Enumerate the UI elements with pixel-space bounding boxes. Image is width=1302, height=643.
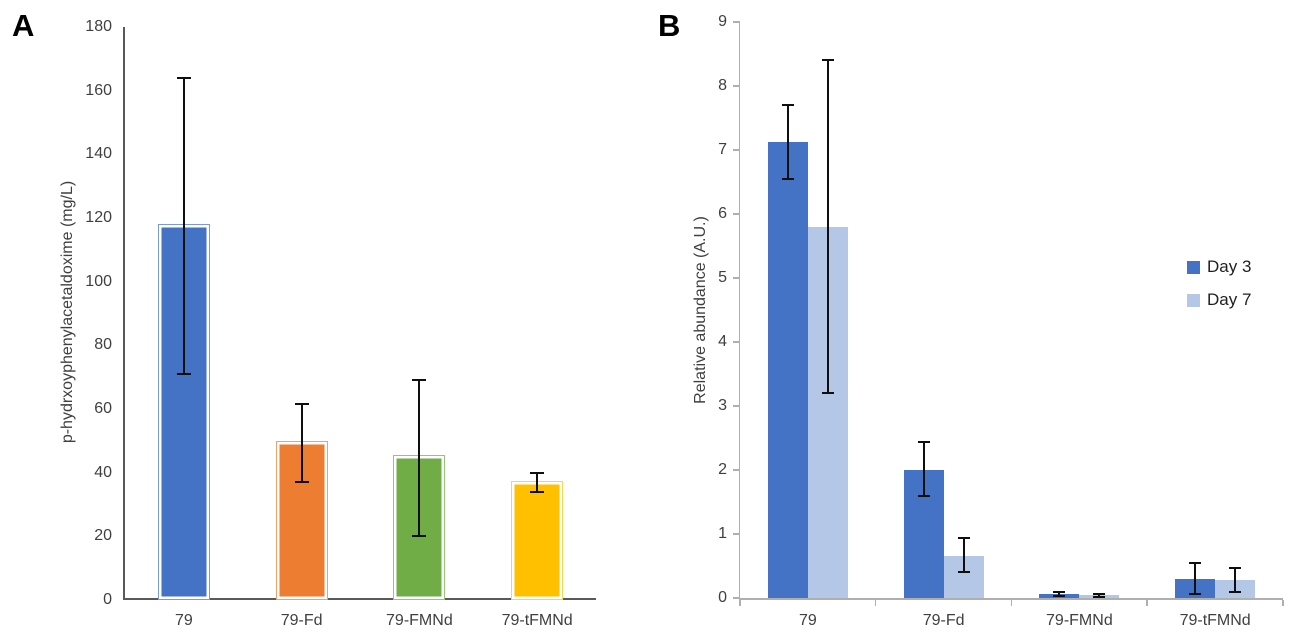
- panel-a-error-bar-79-FMNd-cap-top: [412, 379, 427, 382]
- panel-b-x-cat-label: 79-tFMNd: [1179, 612, 1251, 629]
- panel-b-y-tick-mark: [733, 405, 740, 407]
- panel-a-error-bar-79-Fd-cap-top: [294, 403, 309, 406]
- panel-b-y-axis-title: Relative abundance (A.U.): [692, 216, 709, 404]
- panel-a-y-axis: [123, 27, 125, 600]
- panel-a-letter: A: [12, 8, 35, 43]
- panel-b-y-tick-label: 7: [718, 141, 727, 158]
- bar-day3-79: [767, 142, 808, 598]
- panel-b-error-bar-day7-79-tFMNd-cap-bottom: [1229, 590, 1242, 593]
- panel-a-y-tick-label: 180: [85, 18, 112, 35]
- panel-b-y-tick-label: 9: [718, 13, 727, 30]
- panel-a-error-bar-79-tFMNd-cap-top: [530, 471, 545, 474]
- panel-b-x-cat-label: 79-Fd: [922, 612, 965, 629]
- panel-b-error-bar-day3-79-Fd-line: [922, 442, 925, 496]
- panel-b-error-bar-day3-79-Fd-cap-bottom: [917, 494, 930, 497]
- panel-b-y-tick-label: 5: [718, 269, 727, 286]
- panel-b-y-tick-label: 4: [718, 333, 727, 350]
- panel-b-x-axis: [738, 598, 1283, 600]
- panel-b-error-bar-day3-79-cap-bottom: [781, 177, 794, 180]
- panel-b-x-tick-mark: [1010, 599, 1012, 606]
- panel-a-y-tick-label: 160: [85, 81, 112, 99]
- panel-a-error-bar-79-cap-top: [176, 76, 191, 79]
- panel-a-error-bar-79-FMNd-cap-bottom: [412, 535, 427, 538]
- panel-b-error-bar-day7-79-tFMNd-cap-top: [1229, 566, 1242, 569]
- panel-b-error-bar-day7-79-Fd-cap-bottom: [957, 571, 970, 574]
- panel-b-error-bar-day7-79-Fd-line: [962, 538, 965, 573]
- panel-a-error-bar-79-tFMNd-cap-bottom: [530, 490, 545, 493]
- panel-a-y-tick-label: 100: [85, 272, 112, 290]
- panel-b-y-tick-mark: [733, 533, 740, 535]
- bar-79-tFMNd: [511, 480, 564, 600]
- panel-b-error-bar-day3-79-tFMNd-cap-top: [1189, 561, 1202, 564]
- panel-b-error-bar-day3-79-FMNd-cap-top: [1053, 591, 1066, 594]
- panel-b-y-tick-label: 2: [718, 461, 727, 478]
- panel-b-error-bar-day7-79-Fd-cap-top: [957, 537, 970, 540]
- panel-b-error-bar-day7-79-FMNd-cap-top: [1093, 593, 1106, 596]
- panel-b-x-cat-label: 79: [798, 612, 817, 629]
- panel-a-x-cat-label: 79-Fd: [280, 612, 323, 629]
- legend-swatch-day-3: [1187, 260, 1200, 274]
- panel-b-error-bar-day3-79-tFMNd-cap-bottom: [1189, 593, 1202, 596]
- panel-b-y-tick-label: 1: [718, 525, 727, 542]
- panel-b-y-tick-mark: [733, 469, 740, 471]
- legend-label-day-3: Day 3: [1207, 257, 1252, 276]
- panel-a-error-bar-79-FMNd-line: [418, 380, 421, 537]
- panel-a-error-bar-79-cap-bottom: [176, 372, 191, 375]
- panel-b-y-tick-label: 0: [718, 589, 727, 606]
- panel-b-x-tick-mark: [1146, 599, 1148, 606]
- panel-b-x-tick-mark: [874, 599, 877, 606]
- panel-b-x-tick-mark: [739, 599, 741, 606]
- panel-b-y-tick-mark: [733, 341, 740, 343]
- panel-b-y-axis: [738, 22, 740, 598]
- bar-79-Fd: [275, 440, 328, 600]
- panel-a-y-tick-label: 140: [85, 145, 112, 163]
- panel-a-error-bar-79-line: [182, 77, 185, 374]
- panel-b-error-bar-day3-79-FMNd-line: [1058, 592, 1061, 597]
- panel-a-y-tick-label: 120: [85, 209, 112, 226]
- panel-b-error-bar-day7-79-FMNd-cap-bottom: [1093, 595, 1106, 598]
- legend: Day 3 Day 7: [1187, 258, 1251, 309]
- panel-b-error-bar-day7-79-FMNd-line: [1098, 594, 1101, 597]
- panel-b-error-bar-day3-79-cap-top: [781, 104, 794, 107]
- panel-b-error-bar-day7-79-cap-top: [821, 59, 834, 62]
- panel-b-error-bar-day3-79-line: [786, 105, 789, 179]
- panel-a-y-tick-label: 0: [103, 591, 112, 608]
- panel-a-error-bar-79-Fd-line: [300, 404, 303, 483]
- panel-b-y-tick-mark: [733, 277, 740, 279]
- panel-b-error-bar-day7-79-line: [826, 60, 829, 394]
- panel-b-x-tick-mark: [1282, 599, 1284, 606]
- panel-a-y-tick-label: 80: [94, 336, 112, 354]
- panel-a-error-bar-79-tFMNd-line: [536, 472, 539, 492]
- legend-swatch-day-7: [1187, 293, 1200, 307]
- legend-item-day-7: Day 7: [1187, 291, 1251, 309]
- panel-b-y-tick-label: 8: [718, 77, 727, 94]
- panel-b-y-tick-mark: [733, 21, 740, 23]
- panel-b-error-bar-day7-79-cap-bottom: [821, 392, 834, 395]
- panel-a-x-cat-label: 79: [174, 612, 193, 629]
- panel-b-y-tick-mark: [733, 85, 740, 87]
- panel-a-x-axis: [123, 598, 596, 600]
- panel-b-error-bar-day3-79-Fd-cap-top: [917, 441, 930, 444]
- panel-b-y-tick-label: 3: [718, 397, 727, 414]
- panel-b-x-cat-label: 79-FMNd: [1046, 612, 1113, 629]
- panel-a-y-tick-label: 60: [94, 400, 112, 417]
- panel-b-error-bar-day3-79-FMNd-cap-bottom: [1053, 595, 1066, 598]
- panel-b-y-tick-mark: [733, 597, 740, 599]
- panel-b-letter: B: [658, 8, 681, 43]
- panel-b-y-tick-label: 6: [718, 205, 727, 222]
- panel-a-y-tick-label: 20: [94, 527, 112, 545]
- panel-a-x-cat-label: 79-tFMNd: [501, 612, 573, 629]
- panel-a-error-bar-79-Fd-cap-bottom: [294, 481, 309, 484]
- panel-b-error-bar-day7-79-tFMNd-line: [1234, 567, 1237, 592]
- legend-item-day-3: Day 3: [1187, 258, 1251, 276]
- panel-a-x-cat-label: 79-FMNd: [386, 612, 453, 629]
- panel-b-error-bar-day3-79-tFMNd-line: [1194, 562, 1197, 595]
- panel-b-y-tick-mark: [733, 213, 740, 215]
- legend-label-day-7: Day 7: [1207, 290, 1252, 309]
- panel-b-y-tick-mark: [733, 149, 740, 151]
- panel-a-y-tick-label: 40: [94, 463, 112, 481]
